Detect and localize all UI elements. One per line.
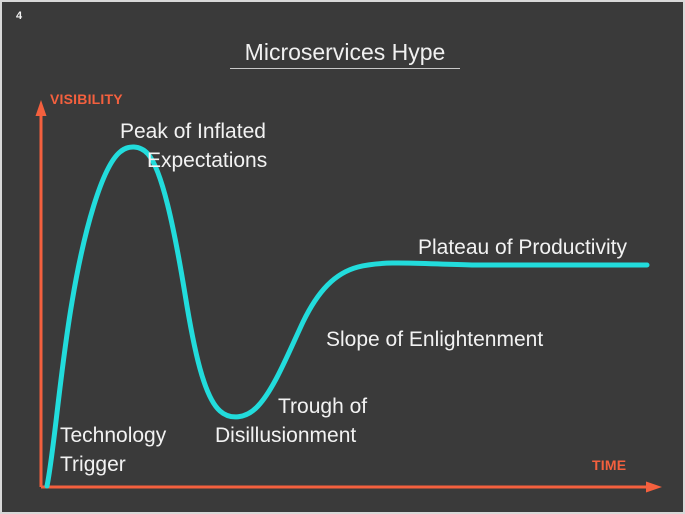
annotation-peak-line1: Peak of Inflated [120,120,266,143]
y-axis-arrowhead-icon [35,100,47,116]
annotation-trough-line1: Trough of [278,395,368,418]
annotation-plateau-text: Plateau of Productivity [418,236,627,259]
x-axis-label: TIME [592,457,627,473]
hype-cycle-curve [44,144,650,489]
slide-title-block: Microservices Hype [230,38,460,69]
page-title: Microservices Hype [244,39,446,65]
annotation-plateau-of-productivity: Plateau of Productivity [418,233,627,262]
annotation-technology-trigger: Technology Trigger [60,421,166,479]
axes-group [35,100,662,493]
annotation-slope-of-enlightenment: Slope of Enlightenment [326,325,543,354]
title-underline-rule [230,68,460,69]
annotation-trigger-line1: Technology [60,424,167,447]
slide-number: 4 [16,10,23,22]
annotation-peak-line2: Expectations [147,149,268,172]
annotation-trough-of-disillusionment: Trough of Disillusionment [215,392,367,450]
annotation-trough-line2: Disillusionment [215,424,357,447]
y-axis-label: VISIBILITY [50,91,123,107]
x-axis-arrowhead-icon [646,481,662,493]
annotation-slope-text: Slope of Enlightenment [326,328,544,351]
annotation-peak-of-inflated-expectations: Peak of Inflated Expectations [120,117,267,175]
annotation-trigger-line2: Trigger [60,453,126,476]
